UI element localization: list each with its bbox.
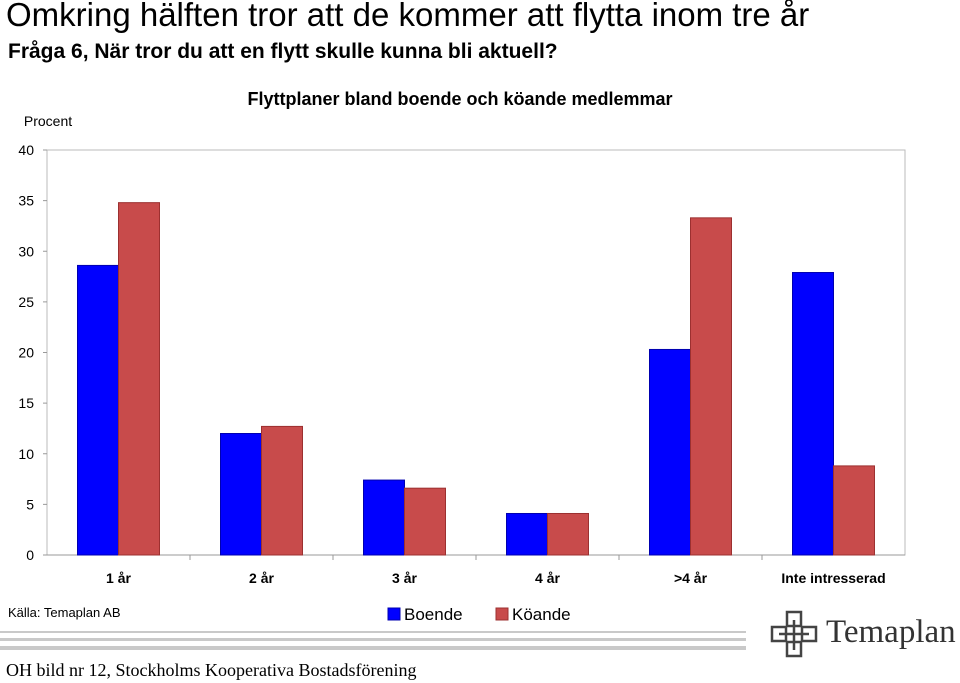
legend-label: Köande bbox=[512, 605, 571, 624]
bar-boende bbox=[649, 348, 691, 556]
x-tick-label: 4 år bbox=[535, 570, 560, 586]
y-tick-label: 25 bbox=[18, 294, 34, 310]
bar-koande bbox=[547, 512, 589, 556]
y-tick-label: 30 bbox=[18, 243, 34, 259]
bar-koande bbox=[118, 202, 160, 556]
temaplan-logo: Temaplan bbox=[770, 610, 960, 660]
y-tick-label: 0 bbox=[26, 547, 34, 563]
y-tick-label: 5 bbox=[26, 496, 34, 512]
y-tick-label: 15 bbox=[18, 395, 34, 411]
footer-caption: OH bild nr 12, Stockholms Kooperativa Bo… bbox=[6, 660, 417, 680]
bar-koande bbox=[833, 465, 875, 556]
x-tick-label: >4 år bbox=[674, 570, 708, 586]
legend-swatch bbox=[387, 607, 401, 621]
bar-boende bbox=[792, 272, 834, 556]
question-subtitle: Fråga 6, När tror du att en flytt skulle… bbox=[8, 40, 558, 63]
y-axis-ticks: 0 5 10 15 20 25 30 35 40 bbox=[18, 142, 47, 563]
x-axis-ticks: 1 år 2 år 3 år 4 år >4 år Inte intresserad bbox=[106, 555, 886, 586]
footer-rule-3 bbox=[0, 646, 746, 650]
x-tick-label: 1 år bbox=[106, 570, 131, 586]
bar-boende bbox=[220, 433, 262, 556]
y-tick-label: 40 bbox=[18, 142, 34, 158]
y-tick-label: 20 bbox=[18, 345, 34, 361]
chart-title: Flyttplaner bland boende och köande medl… bbox=[247, 89, 672, 109]
page-headline: Omkring hälften tror att de kommer att f… bbox=[6, 0, 810, 33]
temaplan-logo-icon bbox=[770, 610, 818, 658]
temaplan-logo-text: Temaplan bbox=[826, 614, 956, 650]
bar-koande bbox=[690, 217, 732, 556]
bars bbox=[77, 202, 875, 556]
x-tick-label: 3 år bbox=[392, 570, 417, 586]
y-tick-label: 35 bbox=[18, 193, 34, 209]
bar-boende bbox=[77, 264, 119, 556]
x-tick-label: 2 år bbox=[249, 570, 274, 586]
plot-frame bbox=[46, 149, 906, 556]
footer-rule-2 bbox=[0, 638, 746, 641]
plot-area bbox=[46, 149, 906, 556]
y-tick-label: 10 bbox=[18, 446, 34, 462]
source-note: Källa: Temaplan AB bbox=[8, 605, 121, 620]
y-axis-label: Procent bbox=[24, 113, 72, 129]
bar-koande bbox=[261, 425, 303, 556]
legend-swatch bbox=[495, 607, 509, 621]
bar-koande bbox=[404, 487, 446, 556]
bar-boende bbox=[363, 479, 405, 556]
legend-label: Boende bbox=[404, 605, 463, 624]
legend: Boende Köande bbox=[387, 605, 571, 624]
bar-chart: Flyttplaner bland boende och köande medl… bbox=[18, 89, 906, 624]
bar-boende bbox=[506, 512, 548, 556]
x-tick-label: Inte intresserad bbox=[781, 570, 885, 586]
footer-rule-1 bbox=[0, 631, 746, 633]
